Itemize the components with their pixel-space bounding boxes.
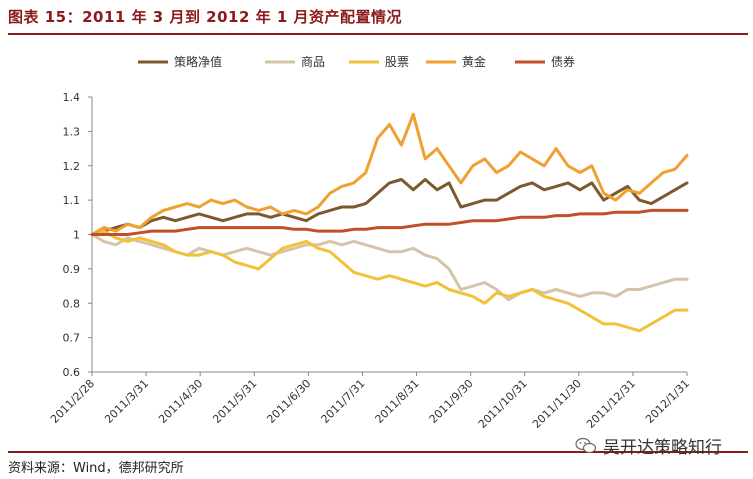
x-tick-label: 2011/4/30 [156,377,205,426]
series-line-4 [90,112,689,236]
y-tick-label: 1.3 [63,125,81,138]
footer-rule [8,451,748,453]
series-line-2 [90,233,689,302]
y-tick-label: 1.1 [63,194,81,207]
figure-title: 图表 15：2011 年 3 月到 2012 年 1 月资产配置情况 [8,8,403,26]
x-tick-label: 2011/3/31 [102,377,151,426]
wechat-icon [575,437,597,453]
series-line-3 [90,229,689,333]
title-rule [8,33,748,35]
y-tick-label: 0.6 [63,366,81,379]
y-tick-label: 0.8 [63,297,81,310]
y-tick-label: 1 [73,229,80,242]
x-tick-label: 2011/5/31 [210,377,259,426]
x-tick-label: 2011/2/28 [48,377,97,426]
x-tick-label: 2011/6/30 [264,377,313,426]
legend-label: 策略净值 [174,54,222,69]
legend-label: 黄金 [462,54,486,69]
legend-label: 商品 [301,54,325,69]
x-tick-label: 2011/7/31 [318,377,367,426]
y-tick-label: 1.2 [63,160,81,173]
line-chart: 0.6 0.7 0.8 0.9 1 1.1 1.2 1.3 1.4 2011/2/28 2011/3… [48,54,692,431]
series-line-5 [90,208,689,236]
watermark: 吴开达策略知行 [575,433,722,458]
x-tick-label: 2011/9/30 [427,377,476,426]
legend-label: 股票 [385,55,409,69]
x-tick-label: 2011/8/31 [373,377,422,426]
x-tick-label: 2012/1/31 [643,377,692,426]
y-tick-label: 0.7 [63,332,81,345]
watermark-text: 吴开达策略知行 [603,438,722,458]
x-tick-label: 2011/10/31 [476,377,530,431]
x-tick-label: 2011/12/31 [584,377,638,431]
x-tick-label: 2011/11/30 [530,377,584,431]
y-tick-label: 0.9 [63,263,81,276]
y-tick-label: 1.4 [63,91,81,104]
source-note: 资料来源：Wind，德邦研究所 [8,461,184,476]
legend-label: 债券 [551,54,575,69]
series-line-1 [90,178,689,236]
